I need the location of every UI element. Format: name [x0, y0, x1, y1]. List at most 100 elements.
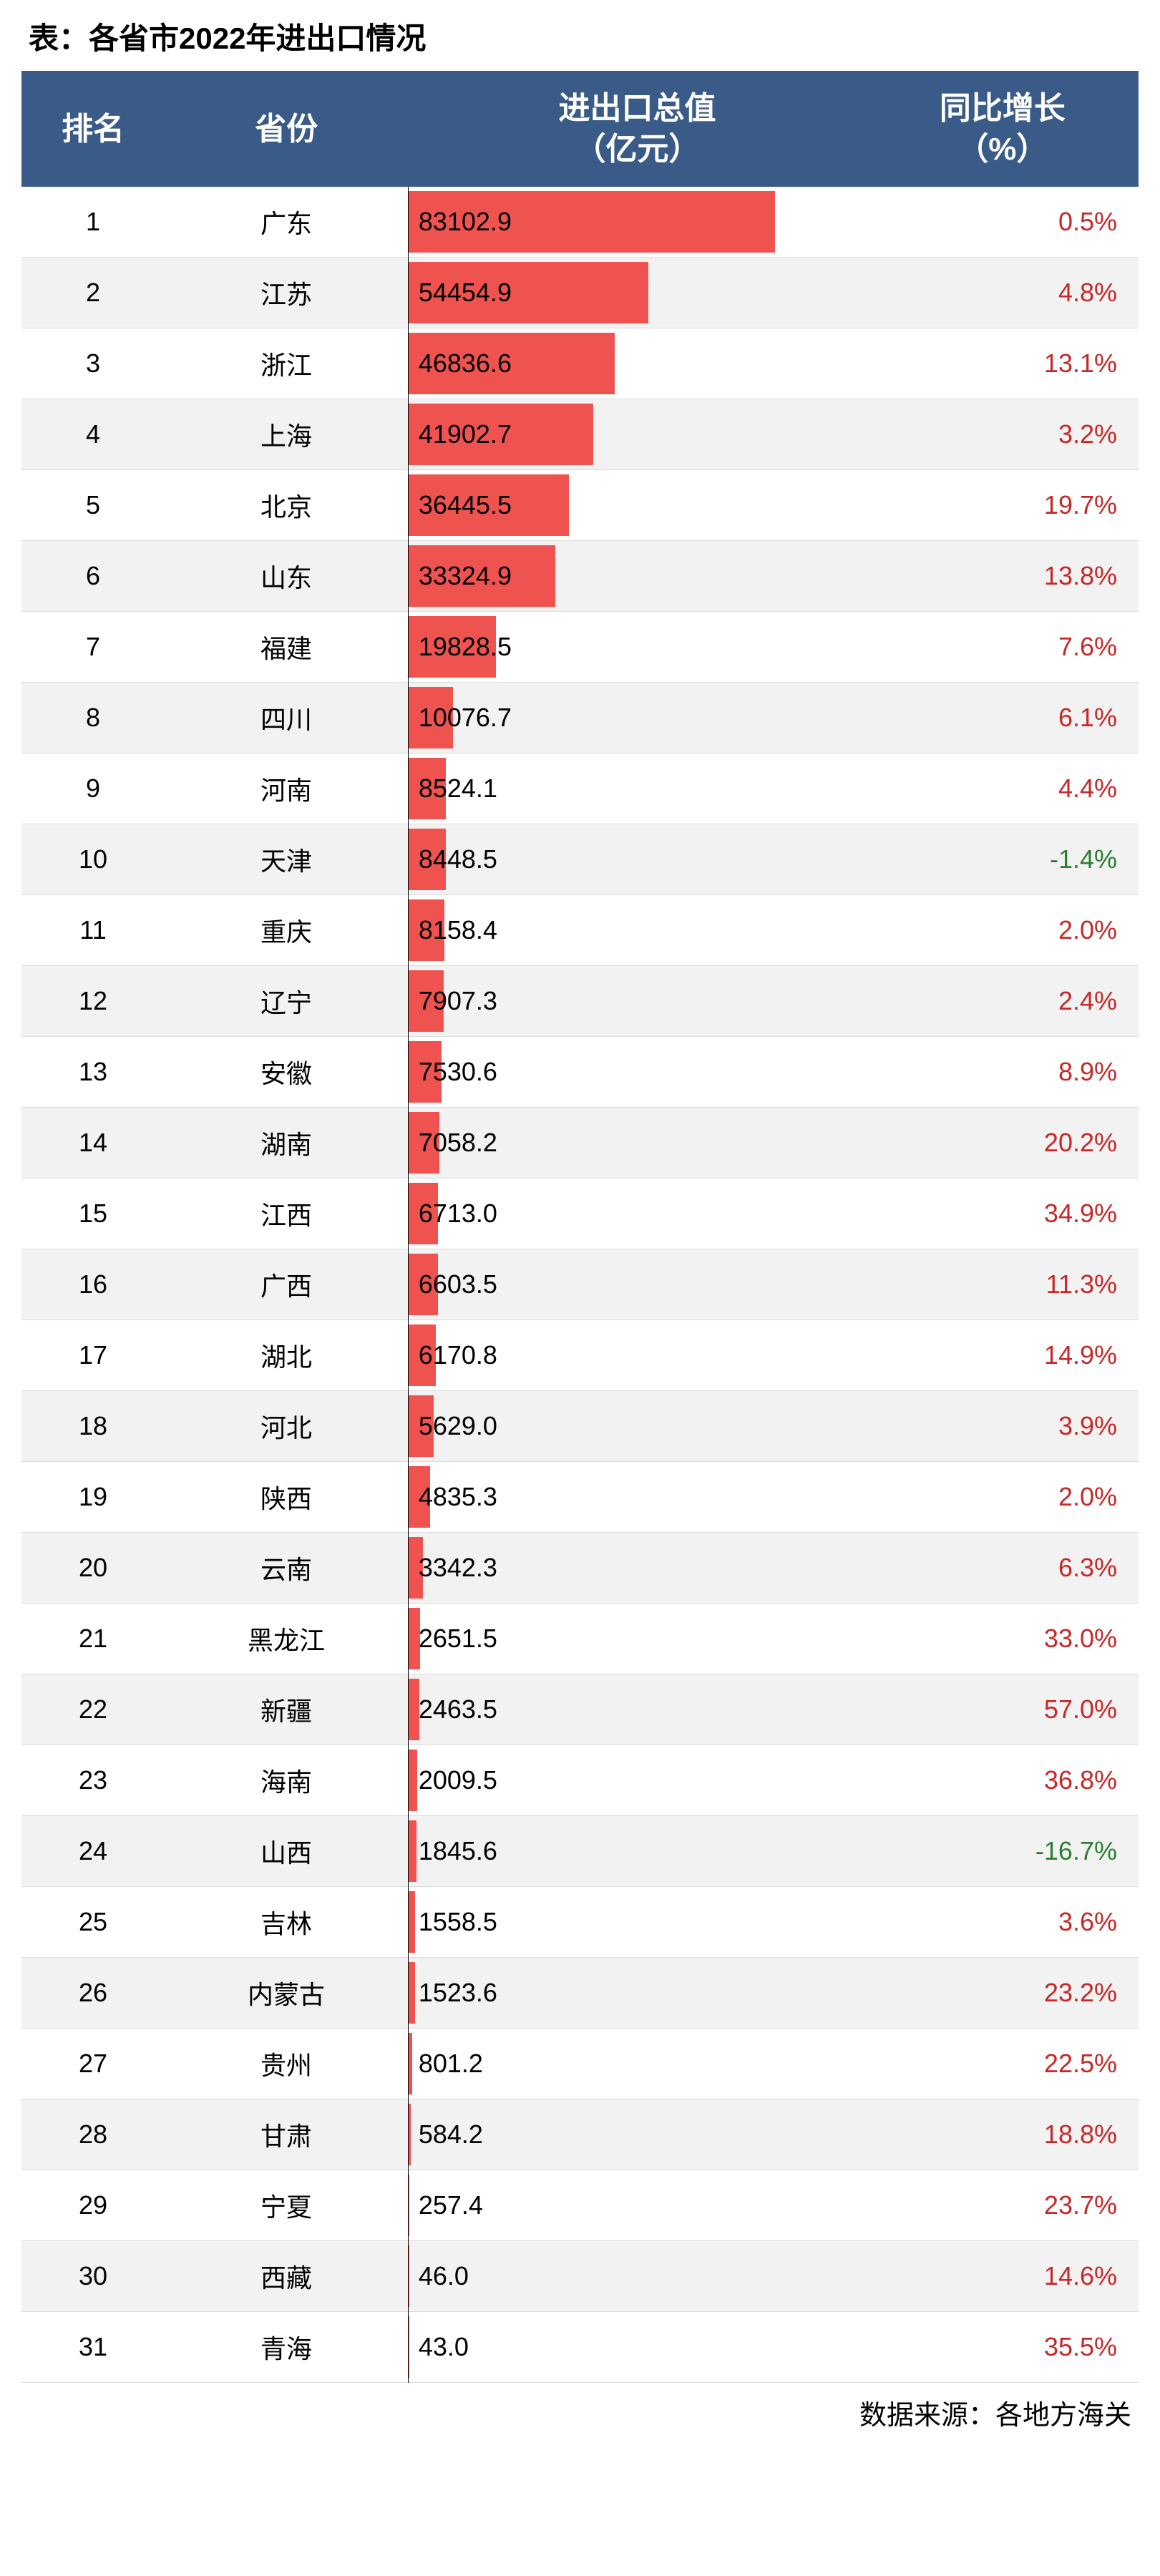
cell-growth: 0.5% — [867, 187, 1139, 258]
cell-value: 33324.9 — [408, 541, 866, 612]
cell-rank: 30 — [21, 2241, 165, 2312]
cell-rank: 8 — [21, 683, 165, 753]
cell-value: 2651.5 — [408, 1604, 866, 1674]
table-row: 21黑龙江2651.533.0% — [21, 1604, 1139, 1674]
value-label: 7058.2 — [409, 1108, 867, 1178]
cell-value: 2463.5 — [408, 1674, 866, 1745]
value-label: 6713.0 — [409, 1179, 867, 1249]
cell-rank: 16 — [21, 1249, 165, 1320]
cell-growth: 35.5% — [867, 2312, 1139, 2383]
header-value: 进出口总值（亿元） — [408, 71, 866, 187]
value-label: 43.0 — [409, 2312, 867, 2382]
table-row: 2江苏54454.94.8% — [21, 258, 1139, 328]
cell-rank: 14 — [21, 1108, 165, 1179]
table-row: 5北京36445.519.7% — [21, 470, 1139, 541]
value-label: 1558.5 — [409, 1887, 867, 1957]
cell-value: 2009.5 — [408, 1745, 866, 1816]
cell-growth: 20.2% — [867, 1108, 1139, 1179]
cell-rank: 17 — [21, 1320, 165, 1391]
cell-growth: 34.9% — [867, 1179, 1139, 1249]
cell-growth: 22.5% — [867, 2029, 1139, 2099]
cell-growth: 13.1% — [867, 328, 1139, 399]
cell-value: 8524.1 — [408, 753, 866, 824]
table-row: 1广东83102.90.5% — [21, 187, 1139, 258]
cell-rank: 5 — [21, 470, 165, 541]
cell-growth: -16.7% — [867, 1816, 1139, 1887]
table-row: 29宁夏257.423.7% — [21, 2170, 1139, 2241]
cell-province: 江西 — [165, 1179, 408, 1249]
cell-rank: 2 — [21, 258, 165, 328]
table-row: 24山西1845.6-16.7% — [21, 1816, 1139, 1887]
cell-province: 新疆 — [165, 1674, 408, 1745]
cell-growth: 3.6% — [867, 1887, 1139, 1958]
data-table: 排名 省份 进出口总值（亿元） 同比增长（%） 1广东83102.90.5%2江… — [21, 71, 1139, 2383]
cell-value: 6603.5 — [408, 1249, 866, 1320]
cell-rank: 11 — [21, 895, 165, 966]
value-label: 8524.1 — [409, 753, 867, 824]
cell-rank: 21 — [21, 1604, 165, 1674]
cell-rank: 9 — [21, 753, 165, 824]
cell-province: 上海 — [165, 399, 408, 470]
cell-value: 257.4 — [408, 2170, 866, 2241]
cell-province: 河北 — [165, 1391, 408, 1462]
cell-rank: 10 — [21, 824, 165, 895]
value-label: 33324.9 — [409, 541, 867, 611]
cell-province: 天津 — [165, 824, 408, 895]
cell-province: 陕西 — [165, 1462, 408, 1533]
table-row: 9河南8524.14.4% — [21, 753, 1139, 824]
table-body: 1广东83102.90.5%2江苏54454.94.8%3浙江46836.613… — [21, 187, 1139, 2383]
table-row: 23海南2009.536.8% — [21, 1745, 1139, 1816]
cell-growth: 3.2% — [867, 399, 1139, 470]
chart-container: 表：各省市2022年进出口情况 排名 省份 进出口总值（亿元） 同比增长（%） … — [0, 0, 1160, 2446]
cell-growth: 14.9% — [867, 1320, 1139, 1391]
cell-value: 19828.5 — [408, 612, 866, 683]
table-row: 11重庆8158.42.0% — [21, 895, 1139, 966]
table-row: 26内蒙古1523.623.2% — [21, 1958, 1139, 2029]
cell-value: 36445.5 — [408, 470, 866, 541]
cell-value: 6170.8 — [408, 1320, 866, 1391]
cell-rank: 4 — [21, 399, 165, 470]
header-growth: 同比增长（%） — [867, 71, 1139, 187]
header-province: 省份 — [165, 71, 408, 187]
cell-value: 7530.6 — [408, 1037, 866, 1108]
value-label: 41902.7 — [409, 399, 867, 469]
value-label: 1845.6 — [409, 1816, 867, 1886]
cell-value: 1845.6 — [408, 1816, 866, 1887]
cell-value: 10076.7 — [408, 683, 866, 753]
cell-growth: 23.2% — [867, 1958, 1139, 2029]
cell-value: 3342.3 — [408, 1533, 866, 1604]
value-label: 257.4 — [409, 2170, 867, 2240]
value-label: 3342.3 — [409, 1533, 867, 1603]
cell-province: 湖南 — [165, 1108, 408, 1179]
cell-province: 黑龙江 — [165, 1604, 408, 1674]
cell-province: 北京 — [165, 470, 408, 541]
table-row: 13安徽7530.68.9% — [21, 1037, 1139, 1108]
cell-value: 43.0 — [408, 2312, 866, 2383]
cell-value: 83102.9 — [408, 187, 866, 258]
table-row: 3浙江46836.613.1% — [21, 328, 1139, 399]
cell-value: 46836.6 — [408, 328, 866, 399]
cell-rank: 24 — [21, 1816, 165, 1887]
cell-growth: 8.9% — [867, 1037, 1139, 1108]
value-label: 7530.6 — [409, 1037, 867, 1107]
cell-value: 8448.5 — [408, 824, 866, 895]
value-label: 5629.0 — [409, 1391, 867, 1461]
data-source-footer: 数据来源：各地方海关 — [21, 2393, 1139, 2432]
table-row: 22新疆2463.557.0% — [21, 1674, 1139, 1745]
cell-province: 宁夏 — [165, 2170, 408, 2241]
value-label: 2009.5 — [409, 1745, 867, 1815]
table-row: 18河北5629.03.9% — [21, 1391, 1139, 1462]
cell-value: 6713.0 — [408, 1179, 866, 1249]
cell-province: 广西 — [165, 1249, 408, 1320]
cell-province: 海南 — [165, 1745, 408, 1816]
table-row: 6山东33324.913.8% — [21, 541, 1139, 612]
cell-growth: 13.8% — [867, 541, 1139, 612]
cell-growth: 33.0% — [867, 1604, 1139, 1674]
cell-growth: 2.0% — [867, 895, 1139, 966]
value-label: 2463.5 — [409, 1674, 867, 1745]
cell-growth: 36.8% — [867, 1745, 1139, 1816]
table-row: 8四川10076.76.1% — [21, 683, 1139, 753]
cell-value: 1523.6 — [408, 1958, 866, 2029]
value-label: 584.2 — [409, 2099, 867, 2170]
table-row: 4上海41902.73.2% — [21, 399, 1139, 470]
